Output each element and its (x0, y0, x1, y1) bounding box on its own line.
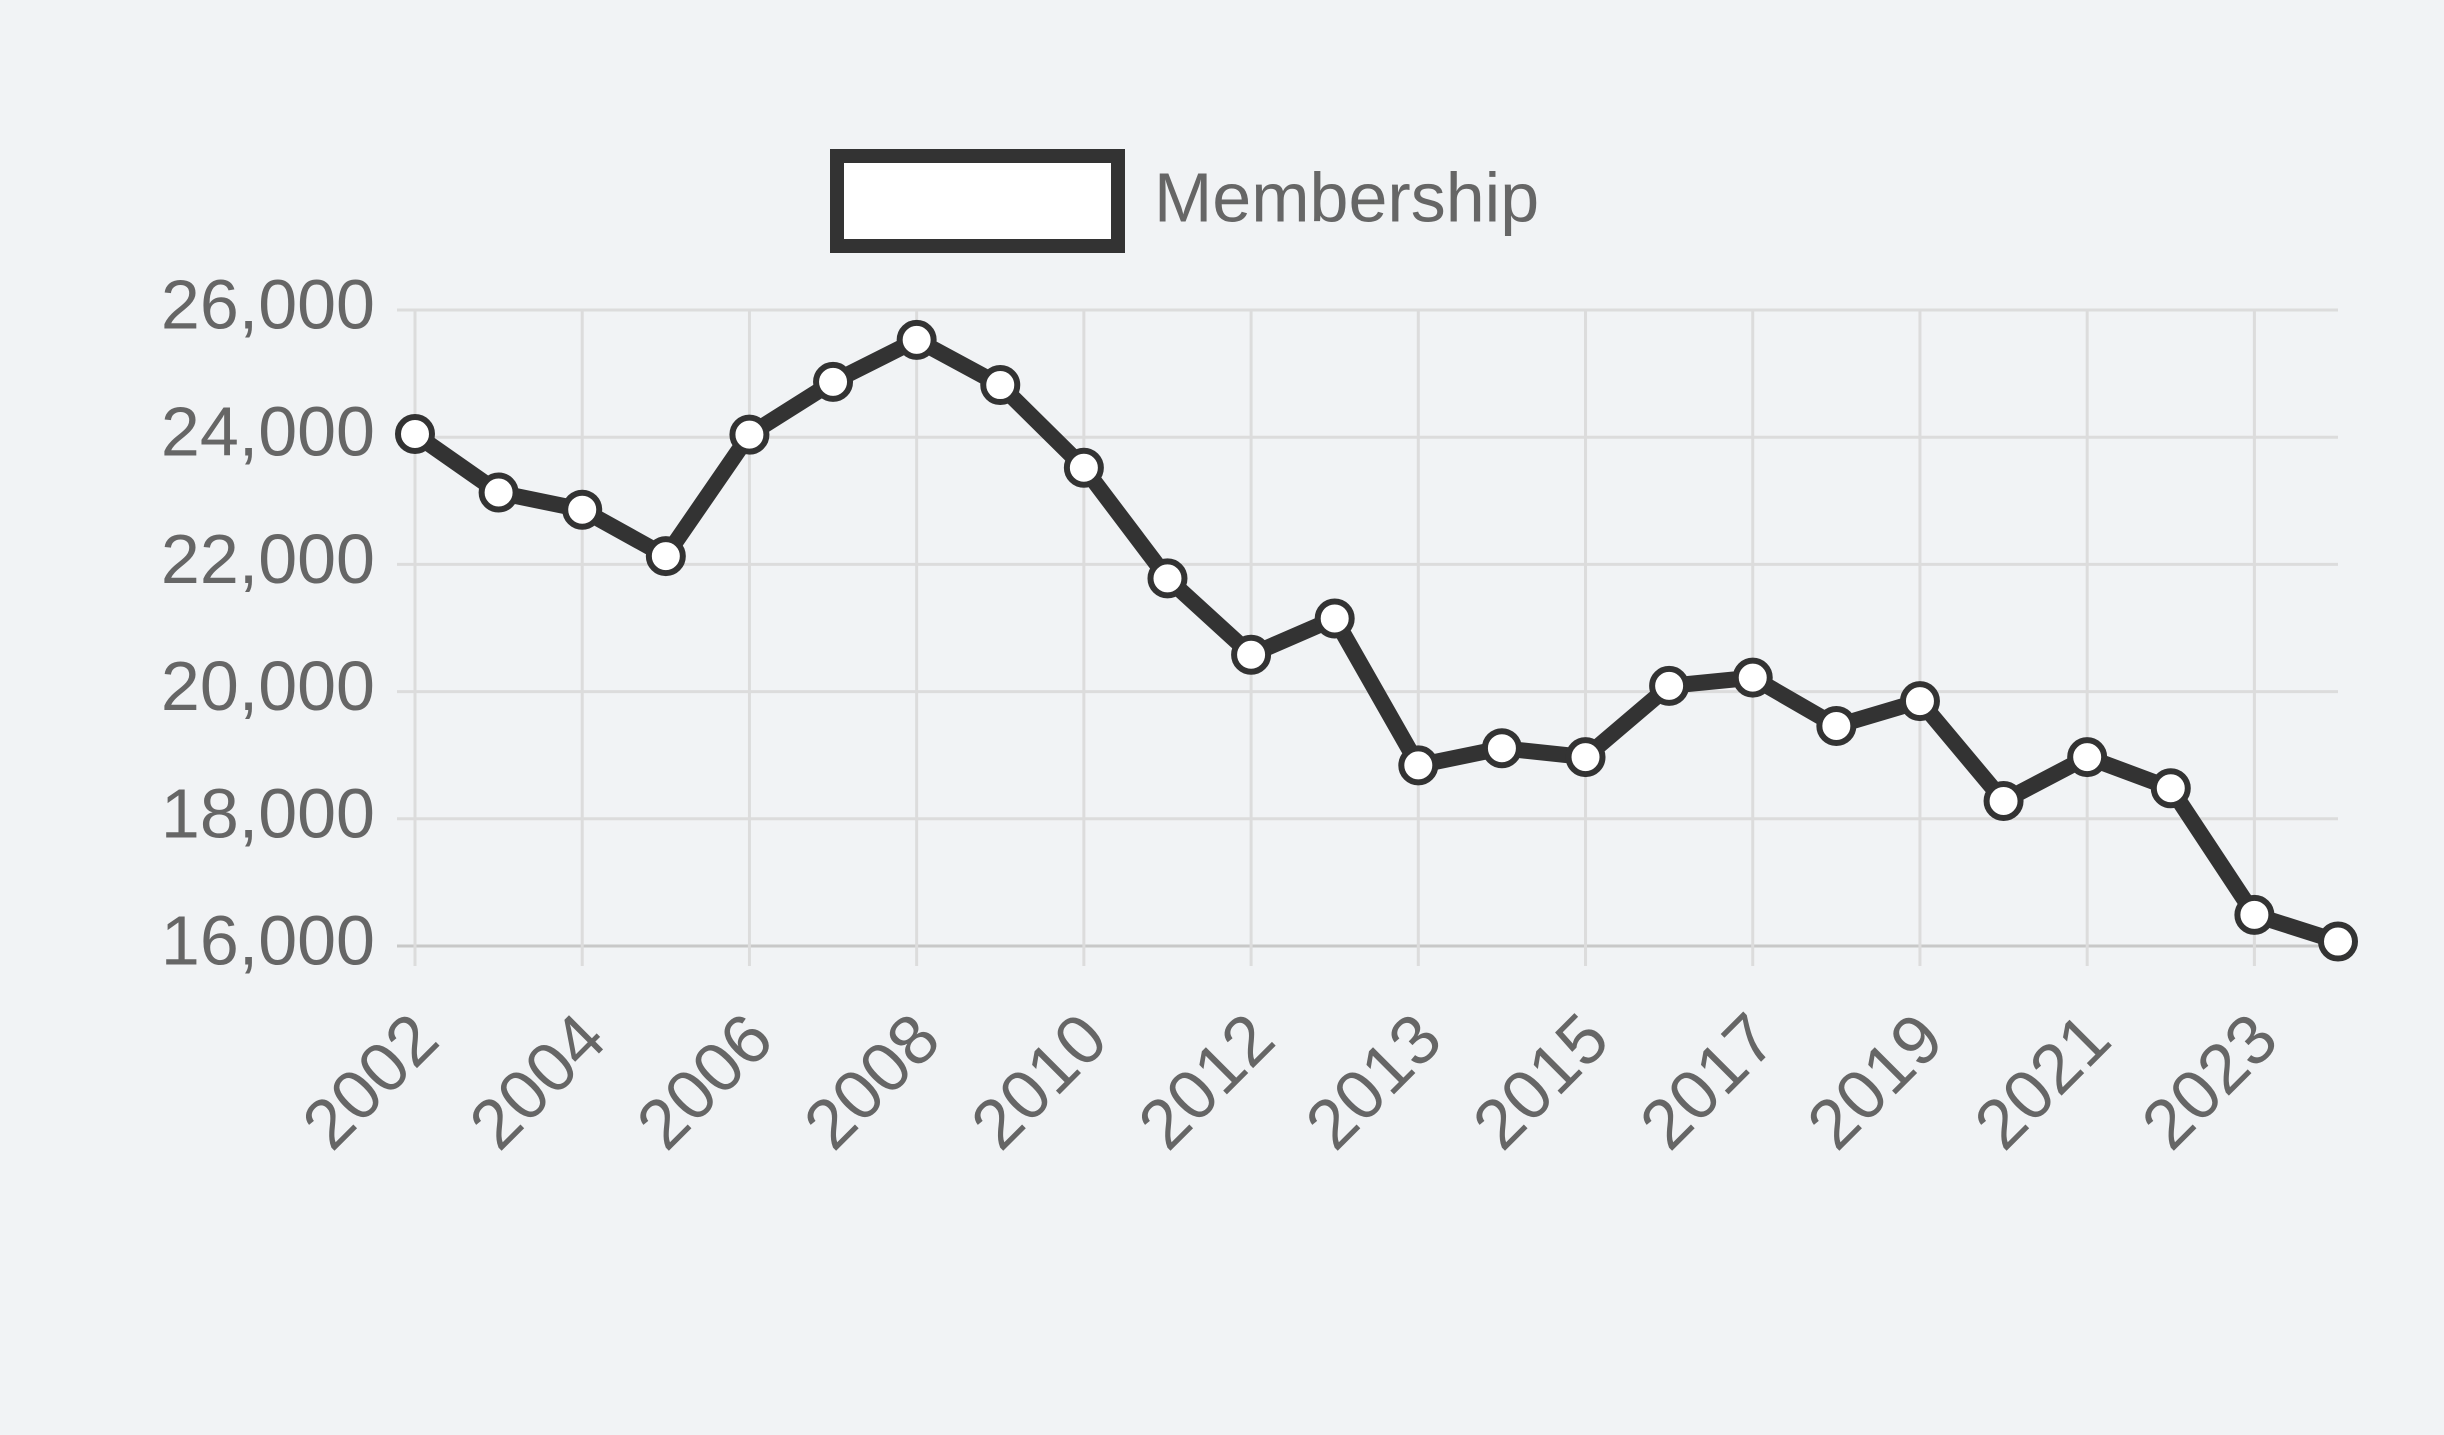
y-tick-label: 16,000 (161, 901, 375, 979)
data-point (1398, 745, 1439, 786)
x-tick-label: 2002 (287, 999, 452, 1164)
data-point (478, 472, 519, 513)
data-point (1732, 657, 1773, 698)
data-point (813, 361, 854, 402)
data-point (1816, 705, 1857, 746)
data-point (1314, 598, 1355, 639)
data-point (896, 319, 937, 360)
data-point (1147, 558, 1188, 599)
data-point (1565, 737, 1606, 778)
data-point (1649, 665, 1690, 706)
y-tick-label: 22,000 (161, 520, 375, 598)
y-tick-label: 26,000 (161, 265, 375, 343)
data-point (562, 489, 603, 530)
data-point (1481, 728, 1522, 769)
data-point (729, 414, 770, 455)
x-tick-label: 2015 (1458, 999, 1623, 1164)
x-tick-label: 2004 (455, 999, 620, 1164)
x-tick-label: 2023 (2127, 999, 2292, 1164)
data-point (2234, 894, 2275, 935)
x-tick-label: 2006 (622, 999, 787, 1164)
legend-swatch (830, 149, 1125, 253)
x-tick-label: 2019 (1792, 999, 1957, 1164)
x-tick-label: 2013 (1291, 999, 1456, 1164)
data-point (2318, 921, 2358, 962)
data-point (2150, 768, 2191, 809)
x-tick-label: 2021 (1960, 999, 2125, 1164)
data-point (2067, 737, 2108, 778)
x-tick-label: 2012 (1123, 999, 1288, 1164)
data-point (980, 365, 1021, 406)
data-point (1983, 780, 2024, 821)
data-point (395, 414, 435, 455)
y-tick-label: 20,000 (161, 647, 375, 725)
x-tick-label: 2008 (789, 999, 954, 1164)
data-point (1063, 447, 1104, 488)
data-point (1899, 681, 1940, 722)
data-point (645, 536, 686, 577)
data-point (1231, 634, 1272, 675)
x-tick-label: 2010 (956, 999, 1121, 1164)
data-line (410, 331, 2341, 950)
y-tick-label: 18,000 (161, 774, 375, 852)
x-tick-label: 2017 (1625, 999, 1790, 1164)
y-tick-label: 24,000 (161, 393, 375, 471)
legend-label: Membership (1154, 158, 1539, 236)
